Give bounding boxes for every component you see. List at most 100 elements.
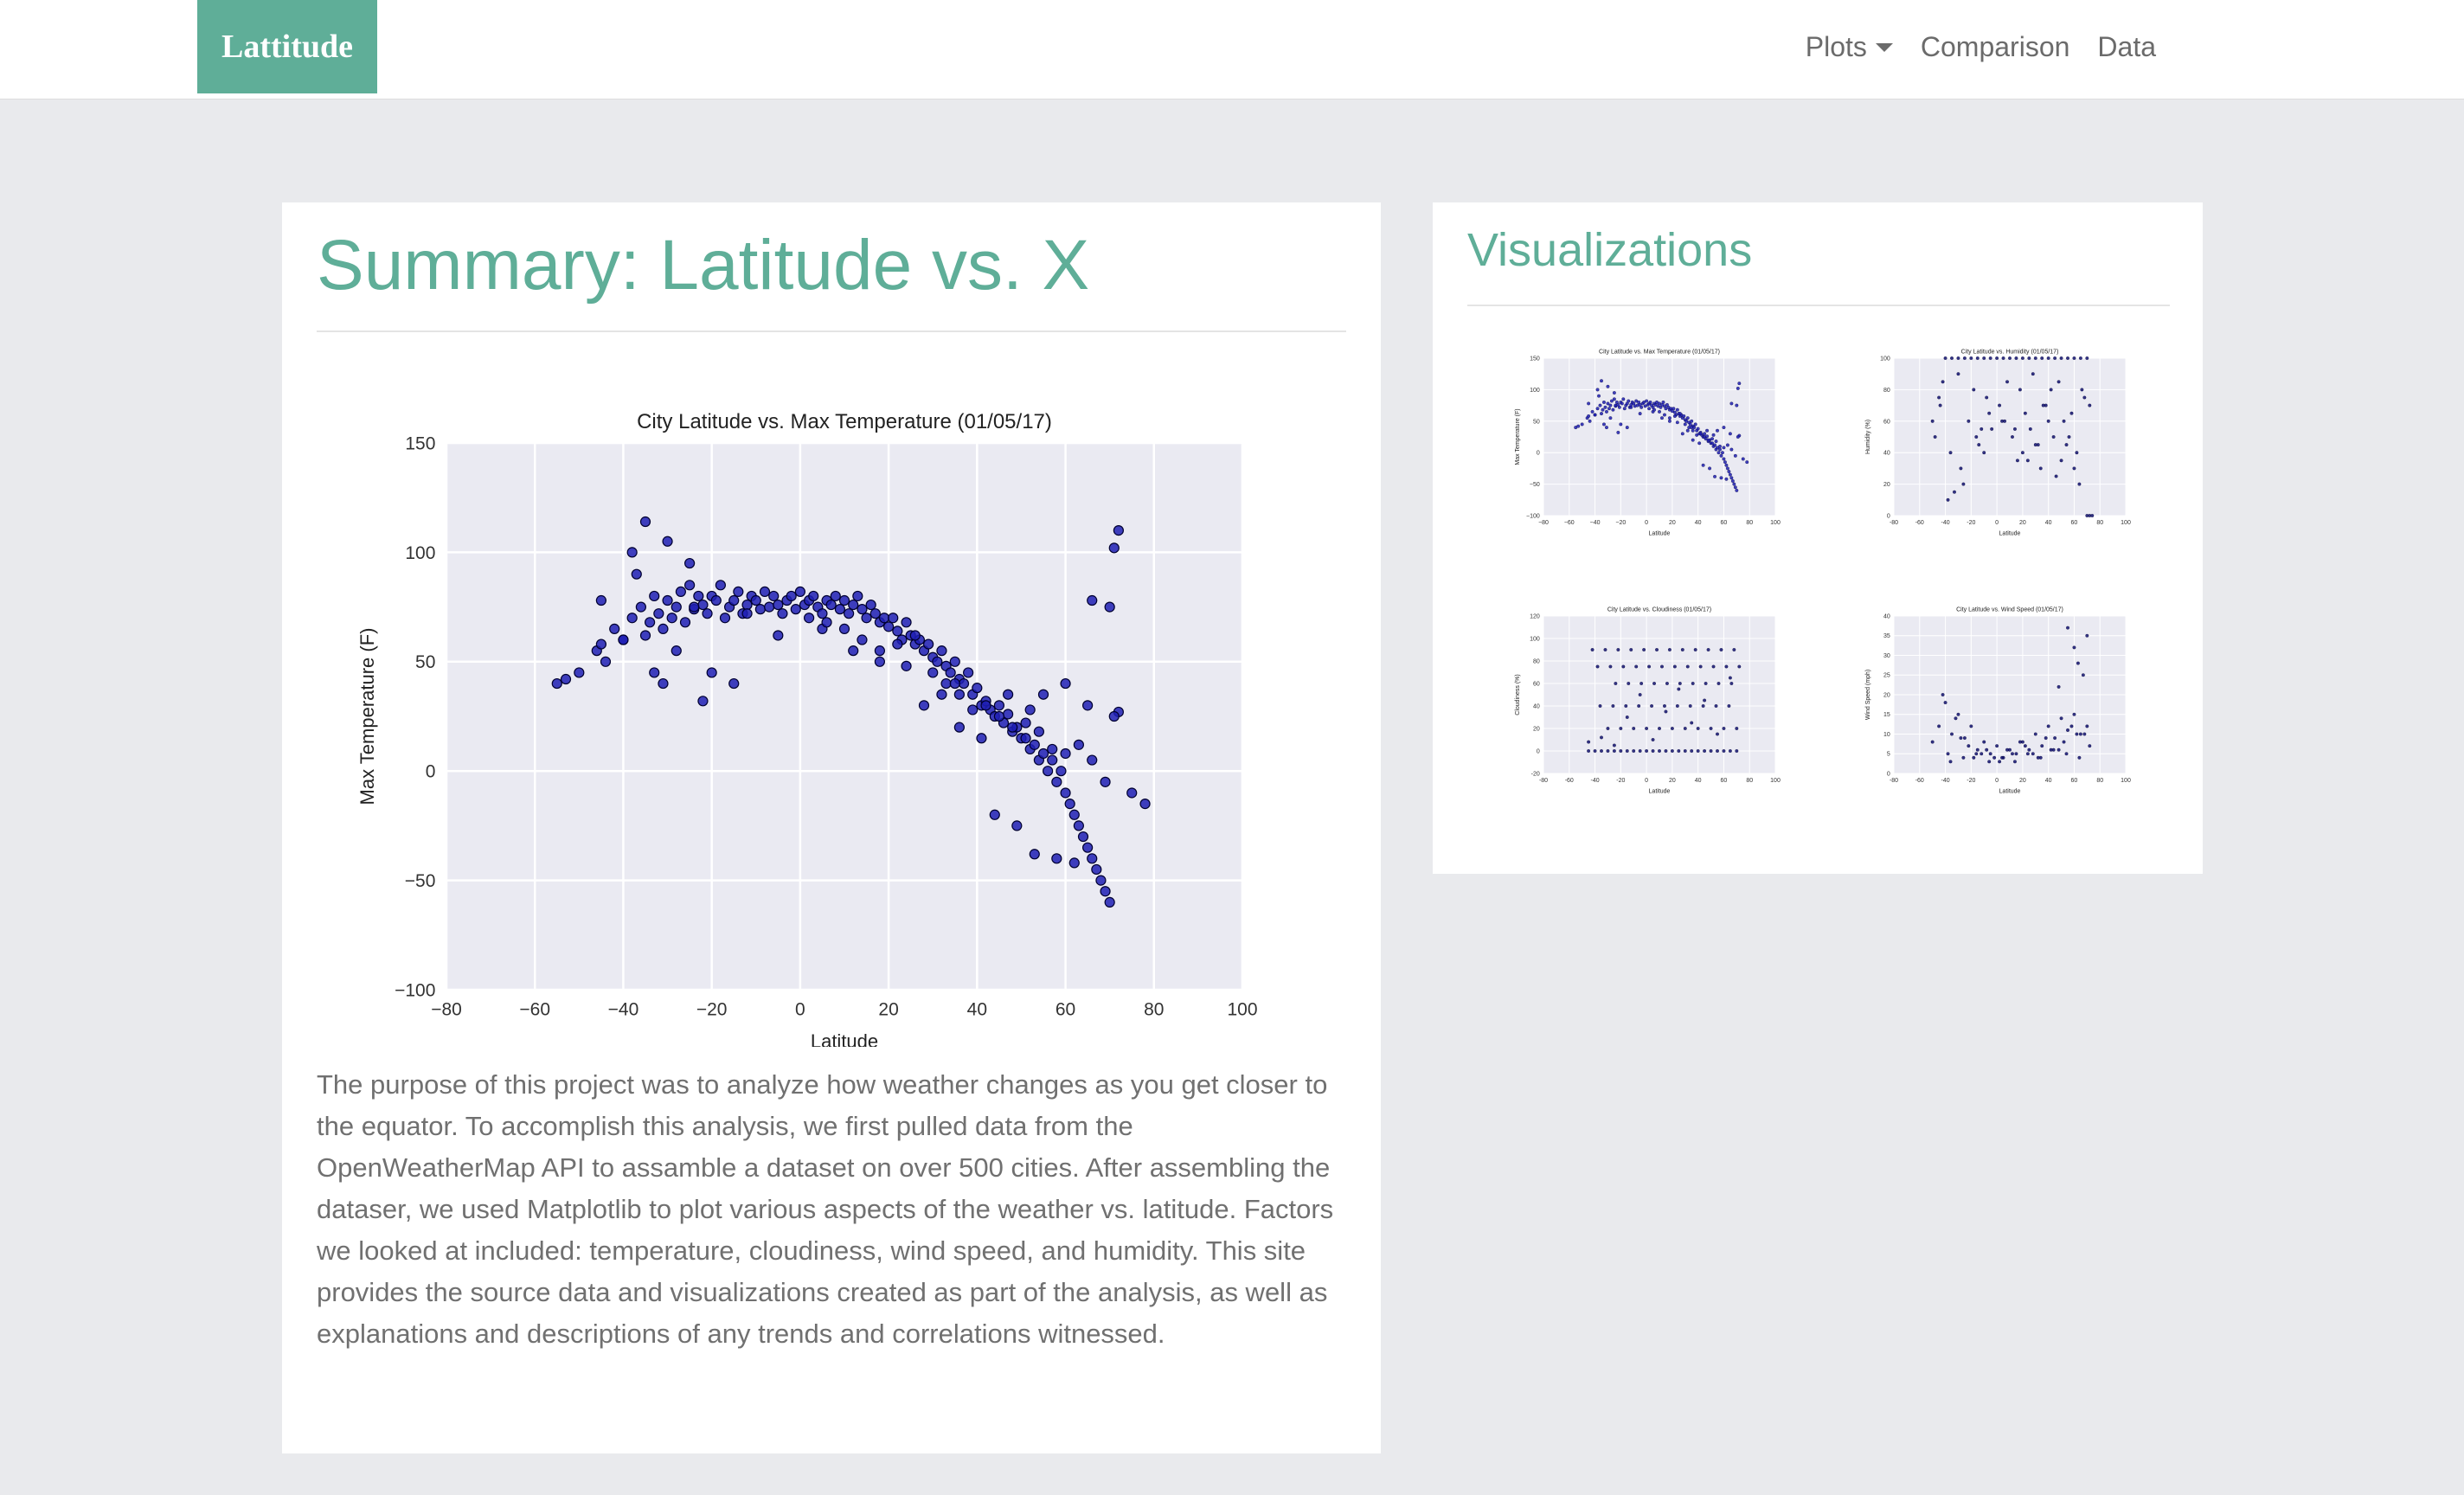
data-point bbox=[1698, 432, 1703, 436]
data-point bbox=[1972, 755, 1976, 760]
x-tick-label: 0 bbox=[795, 999, 805, 1019]
nav-data-link[interactable]: Data bbox=[2097, 30, 2156, 62]
data-point bbox=[2033, 732, 2037, 736]
data-point bbox=[750, 594, 761, 606]
data-point bbox=[1658, 727, 1661, 730]
thumb-wind-speed[interactable]: -80 -60 -40 -20 0 20 40 60 80 100 40 35 30 25 20 15 10 5 0… bbox=[1852, 599, 2164, 798]
data-point bbox=[1139, 799, 1151, 810]
data-point bbox=[1725, 443, 1729, 447]
thumb-max-temperature[interactable]: −80 −60 −40 −20 0 20 40 60 80 100 150 100 50 0 −50 −100… bbox=[1502, 341, 1813, 540]
x-tick-label: -60 bbox=[1915, 520, 1924, 526]
data-point bbox=[1716, 682, 1721, 685]
y-tick-label: 0 bbox=[1537, 748, 1540, 754]
data-point bbox=[1691, 682, 1695, 685]
data-point bbox=[1980, 752, 1984, 756]
data-point bbox=[1660, 416, 1664, 420]
data-point bbox=[626, 547, 638, 558]
data-point bbox=[764, 601, 775, 613]
data-point bbox=[1608, 416, 1613, 420]
y-tick-label: −50 bbox=[405, 871, 436, 891]
data-point bbox=[1956, 372, 1960, 376]
data-point bbox=[1680, 432, 1684, 436]
data-point bbox=[1728, 749, 1732, 753]
data-point bbox=[2028, 427, 2032, 431]
x-tick-label: 100 bbox=[1770, 520, 1781, 526]
data-point bbox=[1696, 749, 1700, 753]
data-point bbox=[1982, 451, 1986, 455]
data-point bbox=[1704, 682, 1708, 685]
data-point bbox=[1652, 407, 1656, 412]
data-point bbox=[2072, 645, 2076, 650]
data-point bbox=[857, 634, 868, 645]
nav-links: Plots Comparison Data bbox=[1806, 0, 2156, 93]
data-point bbox=[1975, 356, 1980, 360]
x-axis-label: Latitude bbox=[1649, 788, 1671, 794]
data-point bbox=[1975, 748, 1980, 752]
data-point bbox=[1941, 693, 1945, 696]
x-tick-label: −40 bbox=[608, 999, 639, 1019]
data-point bbox=[1612, 749, 1616, 753]
nav-plots-dropdown[interactable]: Plots bbox=[1806, 31, 1893, 63]
data-point bbox=[1980, 427, 1984, 431]
data-point bbox=[1595, 388, 1600, 392]
data-point bbox=[2041, 403, 2045, 407]
summary-title: Summary: Latitude vs. X bbox=[317, 226, 1090, 305]
data-point bbox=[1977, 443, 1981, 447]
y-tick-label: 100 bbox=[1530, 388, 1540, 394]
data-point bbox=[2020, 356, 2024, 360]
plot-area bbox=[1894, 358, 2126, 516]
data-point bbox=[1601, 407, 1605, 412]
data-point bbox=[1950, 356, 1954, 360]
data-point bbox=[1683, 422, 1687, 427]
data-point bbox=[1003, 689, 1014, 700]
data-point bbox=[1612, 391, 1616, 395]
data-point bbox=[940, 677, 952, 690]
data-point bbox=[825, 599, 837, 611]
data-point bbox=[1638, 693, 1642, 696]
thumb-humidity[interactable]: -80 -60 -40 -20 0 20 40 60 80 100 100 80 60 40 20 0 City… bbox=[1852, 341, 2164, 540]
y-tick-label: 20 bbox=[1533, 726, 1540, 732]
data-point bbox=[1029, 849, 1040, 860]
thumb-cloudiness[interactable]: -80 -60 -40 -20 0 20 40 60 80 100 120 100 80 60 40 20 0 -… bbox=[1502, 599, 1813, 798]
data-point bbox=[1938, 403, 1942, 407]
data-point bbox=[1598, 704, 1602, 708]
data-point bbox=[1950, 732, 1954, 736]
chart-title: City Latitude vs. Max Temperature (01/05… bbox=[637, 410, 1052, 433]
data-point bbox=[2044, 736, 2048, 740]
data-point bbox=[2057, 684, 2061, 689]
data-point bbox=[2027, 356, 2031, 360]
data-point bbox=[2077, 482, 2082, 486]
data-point bbox=[1588, 419, 1592, 423]
data-point bbox=[2013, 427, 2017, 431]
data-point bbox=[1690, 749, 1694, 753]
data-point bbox=[1667, 419, 1672, 423]
data-point bbox=[1590, 409, 1595, 414]
data-point bbox=[949, 677, 960, 690]
x-tick-label: -80 bbox=[1890, 520, 1898, 526]
y-tick-label: 40 bbox=[1883, 613, 1890, 619]
y-tick-label: −100 bbox=[1526, 513, 1540, 519]
data-point bbox=[976, 733, 987, 744]
data-point bbox=[932, 656, 943, 667]
data-point bbox=[635, 601, 646, 613]
data-point bbox=[1625, 426, 1629, 430]
data-point bbox=[953, 689, 965, 700]
data-point bbox=[1972, 388, 1976, 392]
x-tick-label: 0 bbox=[1995, 520, 1999, 526]
data-point bbox=[963, 667, 974, 678]
caret-down-icon bbox=[1875, 43, 1893, 52]
nav-comparison-link[interactable]: Comparison bbox=[1920, 30, 2070, 62]
data-point bbox=[1728, 472, 1732, 477]
data-point bbox=[1587, 740, 1591, 744]
data-point bbox=[1735, 749, 1739, 753]
data-point bbox=[1969, 724, 1973, 728]
data-point bbox=[1068, 809, 1080, 820]
data-point bbox=[1987, 760, 1992, 764]
data-point bbox=[1587, 401, 1591, 406]
data-point bbox=[1718, 447, 1722, 452]
data-point bbox=[1607, 407, 1611, 411]
data-point bbox=[1998, 403, 2002, 407]
data-point bbox=[2020, 451, 2024, 455]
brand-link[interactable]: Lattitude bbox=[197, 0, 377, 93]
data-point bbox=[1603, 648, 1607, 651]
